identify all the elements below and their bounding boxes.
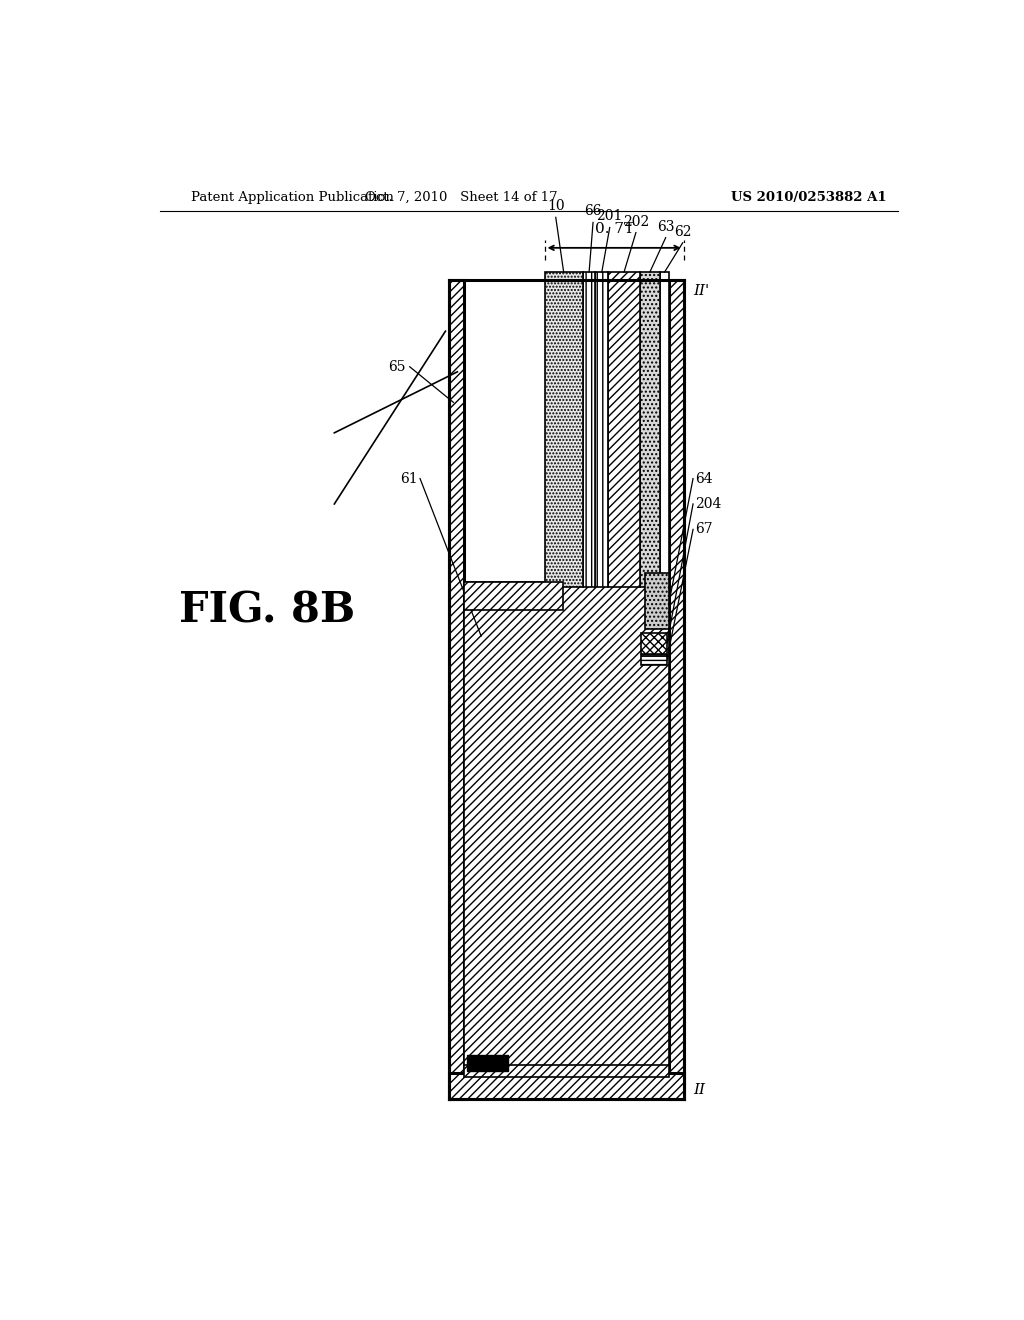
- Text: 202: 202: [623, 215, 649, 228]
- Text: 0. 7T: 0. 7T: [595, 222, 634, 236]
- Bar: [450, 1073, 684, 1098]
- Text: 201: 201: [597, 210, 623, 223]
- Text: Patent Application Publication: Patent Application Publication: [191, 190, 394, 203]
- Text: 65: 65: [388, 360, 406, 374]
- Text: 64: 64: [694, 471, 713, 486]
- Text: 62: 62: [674, 224, 691, 239]
- Text: II: II: [693, 1084, 706, 1097]
- Text: 63: 63: [657, 219, 675, 234]
- Text: Oct. 7, 2010   Sheet 14 of 17: Oct. 7, 2010 Sheet 14 of 17: [365, 190, 558, 203]
- Bar: [670, 280, 684, 1098]
- Bar: [608, 272, 640, 586]
- Bar: [450, 280, 464, 1098]
- Bar: [545, 272, 583, 586]
- Text: US 2010/0253882 A1: US 2010/0253882 A1: [731, 190, 887, 203]
- Text: II': II': [693, 284, 710, 297]
- Text: 204: 204: [694, 496, 721, 511]
- Bar: [659, 272, 670, 586]
- Text: 67: 67: [694, 523, 713, 536]
- Text: FIG. 8B: FIG. 8B: [179, 590, 355, 632]
- Text: 61: 61: [400, 471, 418, 486]
- Text: 66: 66: [585, 205, 602, 218]
- Bar: [464, 1065, 670, 1077]
- Text: 10: 10: [547, 199, 564, 214]
- Bar: [595, 272, 608, 586]
- Bar: [464, 582, 670, 1073]
- Bar: [641, 634, 667, 653]
- Bar: [464, 582, 563, 610]
- Bar: [641, 655, 667, 665]
- Bar: [583, 272, 595, 586]
- Bar: [467, 1055, 508, 1071]
- Bar: [640, 272, 659, 586]
- Bar: [645, 573, 670, 630]
